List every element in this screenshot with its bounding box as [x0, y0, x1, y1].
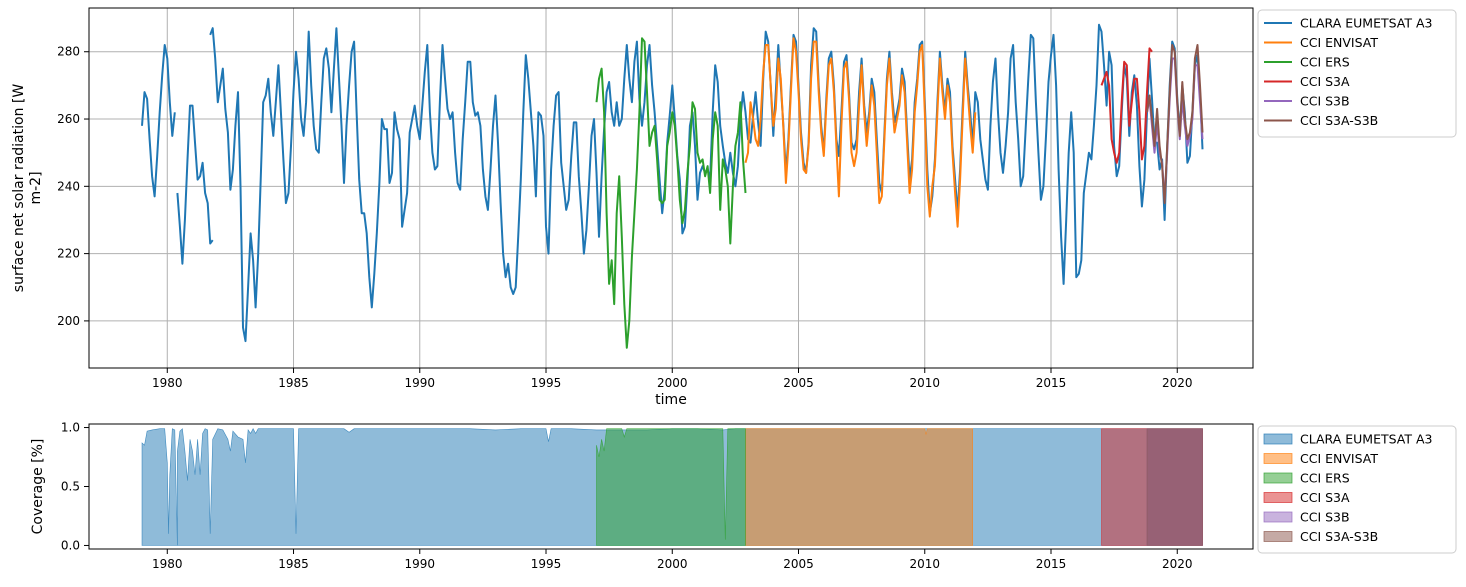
x-tick-label: 1990	[404, 376, 435, 390]
x-tick-label: 1990	[404, 557, 435, 571]
x-tick-label: 2005	[783, 376, 814, 390]
x-tick-label: 1980	[152, 557, 183, 571]
x-tick-label: 2015	[1036, 376, 1067, 390]
legend-swatch	[1263, 492, 1293, 503]
legend-label: CCI S3A	[1300, 490, 1350, 505]
series-line-clara-eumetsat-a3	[209, 23, 1204, 343]
x-tick-label: 1995	[531, 557, 562, 571]
legend-swatch	[1263, 472, 1293, 484]
legend-label: CCI S3B	[1300, 510, 1350, 525]
legend-label: CCI ERS	[1300, 55, 1350, 70]
series-line-clara-eumetsat-a3	[176, 104, 214, 265]
legend: CLARA EUMETSAT A3 CCI ENVISAT CCI ERS CCI S…	[1257, 9, 1457, 138]
legend-swatch	[1263, 511, 1293, 523]
y-tick-label: 1.0	[61, 421, 80, 435]
x-tick-label: 2010	[909, 376, 940, 390]
legend-swatch	[1263, 531, 1293, 542]
legend-label: CLARA EUMETSAT A3	[1300, 16, 1432, 31]
coverage-area-chart: 1980 1985 1990 1995 2000 2005 2010 2015 2020 0.0 0…	[30, 421, 1457, 571]
series-group	[141, 428, 1203, 546]
legend-label: CCI ENVISAT	[1300, 451, 1378, 466]
series-area-cci-s3a-s3b	[1146, 428, 1203, 546]
y-axis-label: m-2]	[28, 171, 44, 204]
series-line-cci-s3a	[1100, 47, 1153, 164]
legend-swatch	[1263, 453, 1293, 464]
legend: CLARA EUMETSAT A3 CCI ENVISAT CCI ERS CCI S…	[1257, 425, 1457, 554]
y-tick-label: 220	[57, 247, 80, 261]
legend-swatch	[1263, 433, 1293, 445]
y-tick-label: 260	[57, 112, 80, 126]
y-axis-label: Coverage [%]	[30, 439, 46, 535]
y-tick-label: 0.5	[61, 480, 80, 494]
axes-frame	[88, 7, 1254, 369]
series-area-cci-ers	[596, 428, 746, 546]
x-tick-label: 1985	[278, 557, 309, 571]
legend-label: CCI ENVISAT	[1300, 35, 1378, 50]
x-tick-label: 1985	[278, 376, 309, 390]
x-tick-label: 2015	[1036, 557, 1067, 571]
series-line-cci-ers	[595, 37, 747, 349]
series-line-cci-s3a-s3b	[1146, 44, 1204, 205]
x-tick-label: 2010	[909, 557, 940, 571]
legend-label: CCI S3B	[1300, 94, 1350, 109]
x-tick-label: 2000	[657, 376, 688, 390]
legend-label: CCI S3A-S3B	[1300, 113, 1378, 128]
series-group	[141, 23, 1204, 349]
legend-frame	[1257, 9, 1457, 138]
x-tick-label: 1995	[531, 376, 562, 390]
series-line-clara-eumetsat-a3	[141, 44, 176, 198]
x-tick-label: 2000	[657, 557, 688, 571]
x-axis-label: time	[655, 392, 687, 408]
legend-frame	[1257, 425, 1457, 554]
x-tick-label: 2020	[1162, 376, 1193, 390]
y-axis-label: surface net solar radiation [W	[11, 84, 27, 293]
legend-label: CCI ERS	[1300, 471, 1350, 486]
y-tick-label: 200	[57, 314, 80, 328]
series-area-cci-envisat	[745, 428, 973, 546]
x-tick-label: 2020	[1162, 557, 1193, 571]
x-tick-label: 1980	[152, 376, 183, 390]
x-tick-label: 2005	[783, 557, 814, 571]
radiation-line-chart: 1980 1985 1990 1995 2000 2005 2010 2015 2020 200 2…	[11, 7, 1457, 408]
y-tick-label: 280	[57, 45, 80, 59]
y-tick-label: 240	[57, 179, 80, 193]
series-line-cci-envisat	[744, 37, 977, 228]
legend-label: CLARA EUMETSAT A3	[1300, 432, 1432, 447]
legend-label: CCI S3A	[1300, 74, 1350, 89]
y-tick-label: 0.0	[61, 538, 80, 552]
legend-label: CCI S3A-S3B	[1300, 529, 1378, 544]
